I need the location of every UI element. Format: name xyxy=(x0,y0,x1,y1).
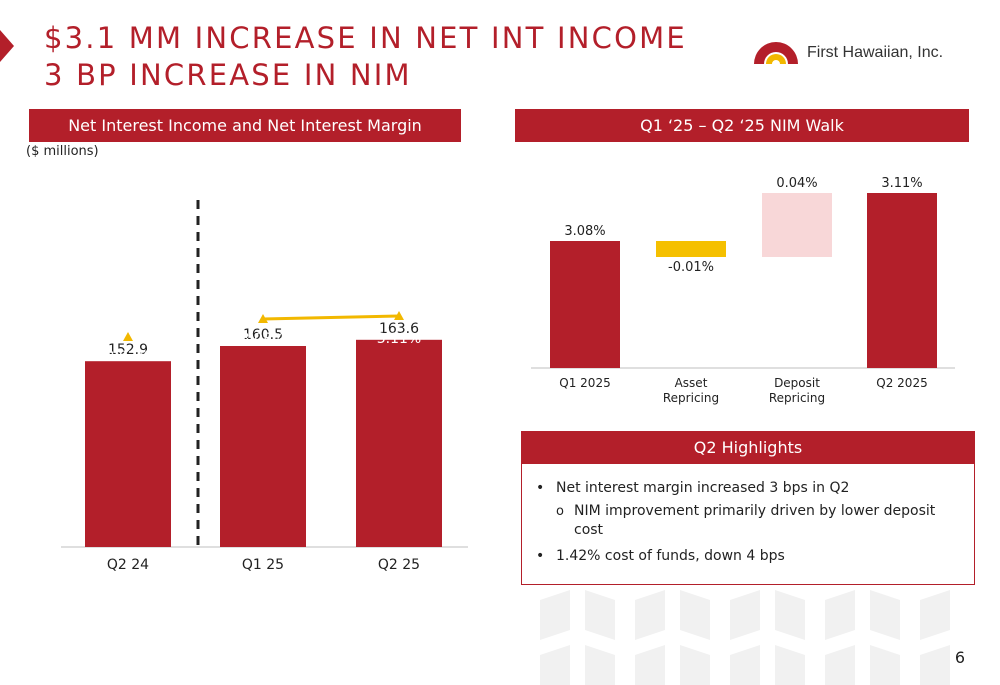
bar-value-label: 160.5 xyxy=(243,327,283,343)
right-panel-header: Q1 ‘25 – Q2 ‘25 NIM Walk xyxy=(515,109,969,142)
walk-category-label: Q1 2025 xyxy=(559,376,610,390)
nii-bar xyxy=(85,361,171,547)
walk-bar xyxy=(867,193,937,368)
highlights-list: Net interest margin increased 3 bps in Q… xyxy=(522,464,974,566)
highlight-subitem: NIM improvement primarily driven by lowe… xyxy=(556,502,960,540)
highlights-header: Q2 Highlights xyxy=(522,432,974,464)
walk-category-label: Q2 2025 xyxy=(876,376,927,390)
bar-value-label: 163.6 xyxy=(379,321,419,337)
company-logo: First Hawaiian, Inc. xyxy=(752,38,972,68)
nii-bar xyxy=(356,339,442,547)
page-title-line-1: $3.1 MM INCREASE IN NET INT INCOME xyxy=(44,21,687,55)
walk-bar xyxy=(656,241,726,257)
nim-value-label: 2.92% xyxy=(106,349,150,365)
x-tick-label: Q2 25 xyxy=(378,557,420,573)
walk-bar xyxy=(762,193,832,257)
nim-marker xyxy=(258,314,268,323)
walk-value-label: 3.08% xyxy=(564,224,605,239)
walk-value-label: -0.01% xyxy=(668,260,714,275)
left-panel-header: Net Interest Income and Net Interest Mar… xyxy=(29,109,461,142)
highlight-text: Net interest margin increased 3 bps in Q… xyxy=(556,480,850,496)
nim-value-label: 3.11% xyxy=(377,331,421,347)
walk-category-label: Deposit Repricing xyxy=(769,376,825,405)
page-title: $3.1 MM INCREASE IN NET INT INCOME 3 BP … xyxy=(44,20,687,94)
x-tick-label: Q2 24 xyxy=(107,557,149,573)
nim-value-label: 3.08% xyxy=(241,331,285,347)
bar-value-label: 152.9 xyxy=(108,342,148,358)
title-arrow-tab xyxy=(0,30,14,62)
x-tick-label: Q1 25 xyxy=(242,557,284,573)
walk-value-label: 0.04% xyxy=(776,176,817,191)
page-number: 6 xyxy=(954,648,965,667)
page-title-line-2: 3 BP INCREASE IN NIM xyxy=(44,58,412,92)
highlight-item: 1.42% cost of funds, down 4 bps xyxy=(536,546,960,566)
walk-bar xyxy=(550,241,620,368)
nim-trend-line xyxy=(262,314,400,321)
logo-text: First Hawaiian, Inc. xyxy=(807,44,944,61)
q2-highlights-panel: Q2 Highlights Net interest margin increa… xyxy=(521,431,975,585)
highlight-item: Net interest margin increased 3 bps in Q… xyxy=(536,478,960,540)
highlight-text: 1.42% cost of funds, down 4 bps xyxy=(556,548,785,564)
nii-bar xyxy=(220,346,306,547)
highlight-sublist: NIM improvement primarily driven by lowe… xyxy=(556,502,960,540)
walk-category-label: Asset Repricing xyxy=(663,376,719,405)
walk-value-label: 3.11% xyxy=(881,176,922,191)
nim-marker xyxy=(394,311,404,320)
units-label: ($ millions) xyxy=(26,144,99,159)
background-chevron-pattern xyxy=(540,590,950,685)
nim-marker xyxy=(123,332,133,341)
rainbow-logo-icon xyxy=(754,42,798,64)
